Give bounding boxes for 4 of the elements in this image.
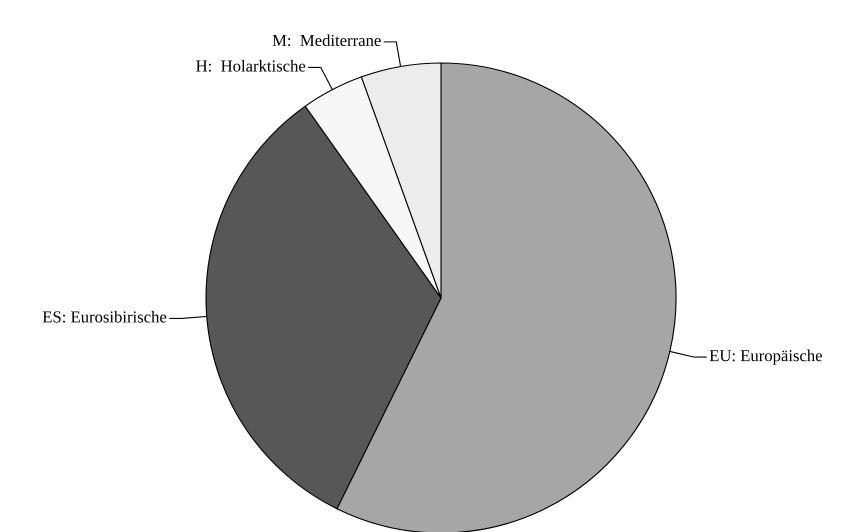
slice-label: H: Holarktische <box>196 60 306 72</box>
slice-label: ES: Eurosibirische <box>42 310 166 323</box>
slice-label: M: Mediterrane <box>272 34 381 46</box>
slice-label: EU: Europäische <box>710 350 822 365</box>
